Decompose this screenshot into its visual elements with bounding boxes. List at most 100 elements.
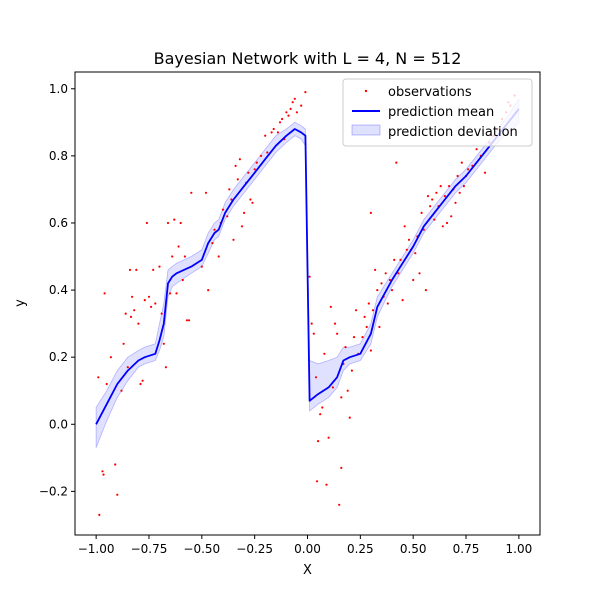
observation-point xyxy=(418,272,421,275)
observation-point xyxy=(456,174,459,178)
observation-point xyxy=(348,416,351,419)
observation-point xyxy=(371,309,375,312)
observation-point xyxy=(321,406,324,409)
observation-point xyxy=(304,91,307,94)
observation-point xyxy=(317,440,320,443)
prediction-mean-line xyxy=(95,108,520,425)
x-tick-label: −1.00 xyxy=(78,542,115,556)
observation-point xyxy=(369,211,372,214)
y-tick-label: 0.2 xyxy=(49,350,68,364)
observation-point xyxy=(124,312,127,315)
observation-point xyxy=(403,225,406,228)
observation-point xyxy=(105,382,108,386)
observation-point xyxy=(217,255,220,258)
observation-point xyxy=(185,319,189,322)
observation-point xyxy=(102,473,105,476)
observation-point xyxy=(426,195,430,198)
observation-point xyxy=(270,131,273,134)
observation-point xyxy=(355,309,358,312)
observation-point xyxy=(240,225,244,228)
observation-point xyxy=(445,221,449,225)
observation-point xyxy=(393,258,396,261)
observation-point xyxy=(152,268,155,271)
observation-point xyxy=(327,436,330,439)
observation-point xyxy=(376,289,379,292)
observation-point xyxy=(259,154,263,157)
observation-point xyxy=(266,151,269,154)
observation-point xyxy=(405,248,408,251)
observation-point xyxy=(289,107,292,110)
observation-point xyxy=(424,289,427,292)
observation-point xyxy=(251,201,254,204)
observation-point xyxy=(276,131,279,134)
observation-point xyxy=(181,278,184,282)
legend-marker-observations xyxy=(364,89,368,93)
x-axis-label: X xyxy=(303,563,312,578)
observation-point xyxy=(429,205,432,208)
observation-point xyxy=(314,376,318,379)
observation-point xyxy=(131,295,134,298)
observation-point xyxy=(143,299,146,302)
observation-point xyxy=(384,272,387,275)
observation-point xyxy=(278,121,282,124)
x-tick-label: 0.50 xyxy=(400,542,427,556)
observation-point xyxy=(458,191,461,194)
observation-point xyxy=(171,255,174,258)
x-tick-label: 0.00 xyxy=(294,542,321,556)
observation-point xyxy=(116,493,119,496)
observation-point xyxy=(414,252,417,255)
observation-point xyxy=(281,117,284,121)
observation-point xyxy=(338,503,341,506)
x-axis: −1.00 −0.75 −0.50 −0.25 0.00 0.25 0.50 0.75 1.00 xyxy=(78,535,532,556)
x-tick-label: −0.50 xyxy=(183,542,220,556)
observation-point xyxy=(204,191,208,194)
observation-point xyxy=(331,386,334,389)
y-tick-label: 0.8 xyxy=(49,149,68,163)
observation-point xyxy=(374,268,377,271)
observation-point xyxy=(293,97,296,100)
observation-point xyxy=(109,356,112,359)
observation-point xyxy=(475,148,478,151)
legend-label-prediction-mean: prediction mean xyxy=(388,105,494,120)
chart-title: Bayesian Network with L = 4, N = 512 xyxy=(154,49,462,68)
observation-point xyxy=(295,111,298,114)
legend-box xyxy=(342,78,533,147)
observation-point xyxy=(397,272,400,275)
observation-point xyxy=(454,201,457,204)
observation-point xyxy=(460,161,463,164)
observation-point xyxy=(211,242,214,245)
observation-point xyxy=(166,221,170,225)
observation-point xyxy=(236,178,239,181)
observation-point xyxy=(378,325,381,329)
observation-point xyxy=(147,295,151,298)
observation-point xyxy=(344,346,347,349)
observation-point xyxy=(141,379,144,382)
observation-point xyxy=(253,168,256,171)
x-tick-label: −0.75 xyxy=(131,542,168,556)
observation-point xyxy=(291,101,294,104)
observation-point xyxy=(325,483,328,486)
observation-point xyxy=(323,352,326,355)
observation-point xyxy=(340,466,343,469)
observation-point xyxy=(114,463,117,466)
observation-point xyxy=(173,218,176,221)
observation-point xyxy=(175,292,178,295)
observation-point xyxy=(255,161,258,164)
observation-point xyxy=(312,332,315,335)
observation-point xyxy=(122,342,125,345)
observation-point xyxy=(101,470,104,473)
observation-point xyxy=(367,302,370,305)
observation-point xyxy=(412,278,415,282)
observation-point xyxy=(439,185,442,188)
observation-point xyxy=(128,268,132,271)
observation-point xyxy=(329,305,332,308)
x-tick-label: 0.25 xyxy=(347,542,374,556)
observation-point xyxy=(350,369,353,372)
x-tick-label: 1.00 xyxy=(506,542,533,556)
observation-point xyxy=(336,332,339,335)
observation-point xyxy=(369,349,372,352)
legend-marker-prediction-deviation xyxy=(351,124,381,136)
observation-point xyxy=(249,198,252,201)
observation-point xyxy=(287,114,290,117)
observation-point xyxy=(435,191,438,194)
